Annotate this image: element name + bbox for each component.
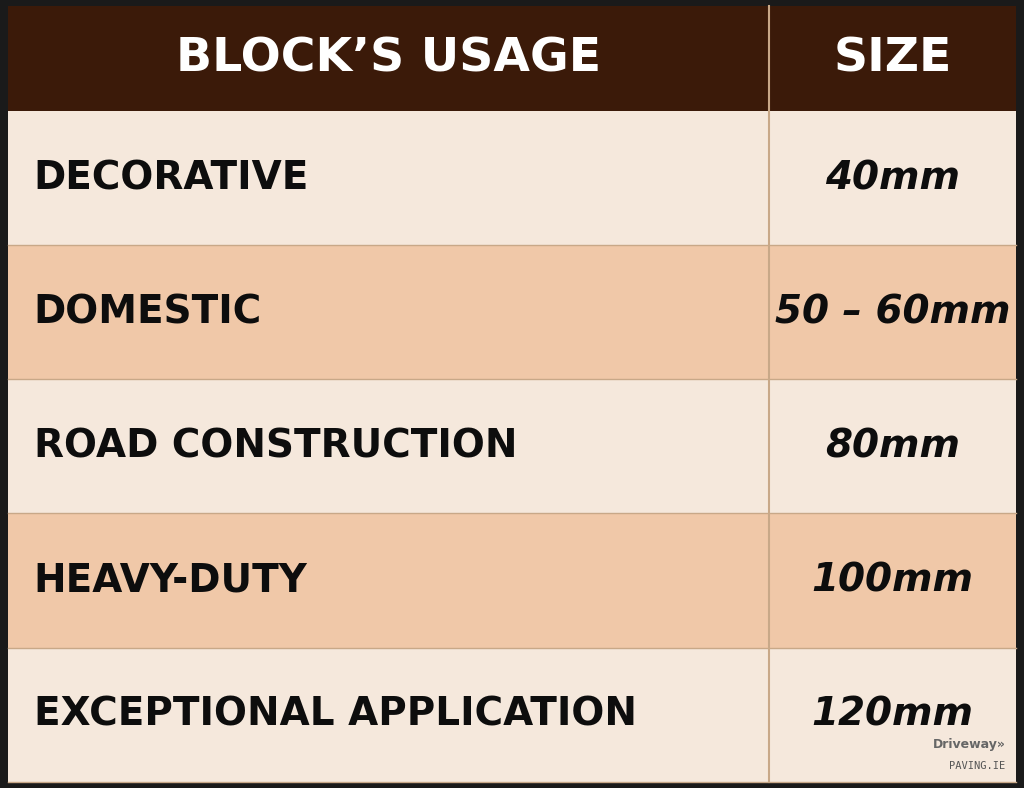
Text: EXCEPTIONAL APPLICATION: EXCEPTIONAL APPLICATION bbox=[34, 696, 637, 734]
Bar bbox=[8, 6, 1016, 111]
Text: SIZE: SIZE bbox=[834, 36, 951, 81]
Text: Driveway»: Driveway» bbox=[933, 738, 1006, 751]
Text: 80mm: 80mm bbox=[825, 427, 959, 466]
Text: 100mm: 100mm bbox=[811, 562, 974, 600]
Text: 50 – 60mm: 50 – 60mm bbox=[774, 293, 1010, 331]
Text: 40mm: 40mm bbox=[825, 159, 959, 197]
Bar bbox=[8, 379, 1016, 514]
Text: DECORATIVE: DECORATIVE bbox=[34, 159, 309, 197]
Bar bbox=[8, 245, 1016, 379]
Text: 120mm: 120mm bbox=[811, 696, 974, 734]
Text: ROAD CONSTRUCTION: ROAD CONSTRUCTION bbox=[34, 427, 517, 466]
Text: BLOCK’S USAGE: BLOCK’S USAGE bbox=[176, 36, 601, 81]
Bar bbox=[8, 111, 1016, 245]
Text: DOMESTIC: DOMESTIC bbox=[34, 293, 262, 331]
Bar bbox=[8, 514, 1016, 648]
Bar bbox=[8, 648, 1016, 782]
Text: PAVING.IE: PAVING.IE bbox=[949, 760, 1006, 771]
Text: HEAVY-DUTY: HEAVY-DUTY bbox=[34, 562, 307, 600]
